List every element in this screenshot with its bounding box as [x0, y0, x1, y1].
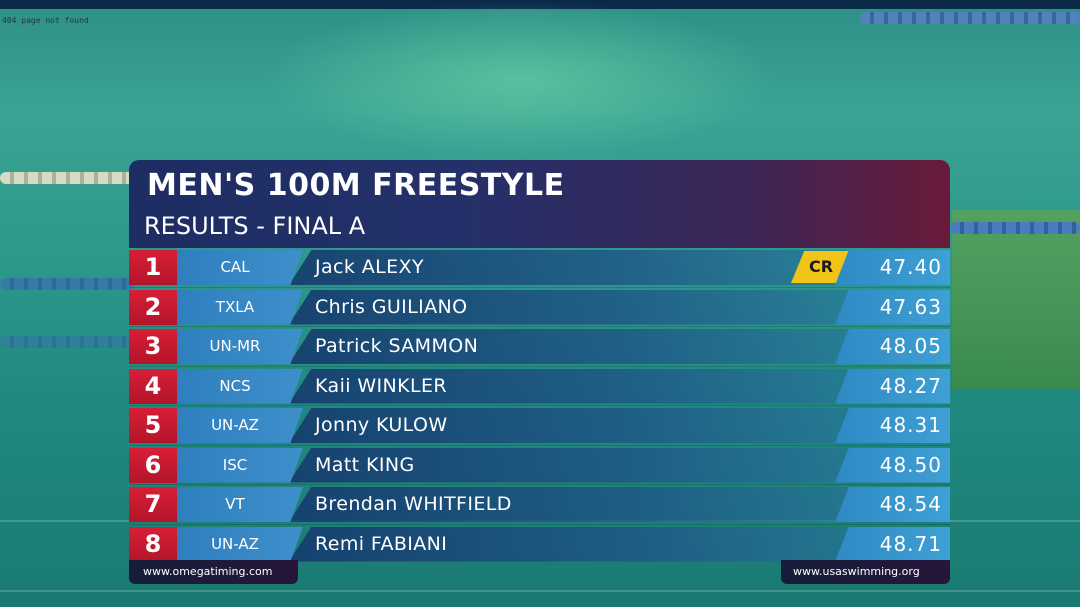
lane-rope	[0, 172, 135, 184]
team-code: ISC	[177, 447, 303, 483]
result-row: 2 TXLA Chris GUILIANO 47.63	[129, 286, 950, 327]
result-row: 1 CAL Jack ALEXY CR 47.40	[129, 248, 950, 287]
swimmer-name: Patrick SAMMON	[315, 335, 479, 357]
result-row: 6 ISC Matt KING 48.50	[129, 444, 950, 485]
board-header: MEN'S 100M FREESTYLE RESULTS - FINAL A	[129, 160, 950, 248]
swimmer-name: Jack ALEXY	[315, 256, 424, 278]
finish-time: 48.27	[835, 368, 950, 404]
swimmer-name: Remi FABIANI	[315, 532, 448, 555]
result-row: 3 UN-MR Patrick SAMMON 48.05	[129, 326, 950, 366]
event-title: MEN'S 100M FREESTYLE	[147, 168, 565, 203]
swimmer-name: Kaii WINKLER	[315, 374, 448, 397]
team-code: UN-AZ	[177, 526, 303, 562]
finish-time: 48.71	[835, 526, 950, 562]
team-code: UN-MR	[177, 329, 303, 364]
rank-badge: 4	[129, 368, 177, 404]
swimmer-name: Matt KING	[315, 453, 415, 476]
swimmer-name: Jonny KULOW	[315, 414, 448, 436]
finish-time: 48.54	[835, 487, 950, 522]
team-code: TXLA	[177, 289, 303, 325]
rank-badge: 2	[129, 289, 177, 325]
name-cell-bg	[289, 368, 849, 404]
lane-rope	[0, 278, 135, 290]
finish-time: 47.63	[835, 289, 950, 325]
swimmer-name: Brendan WHITFIELD	[315, 493, 512, 515]
name-cell-bg	[289, 329, 849, 364]
error-text: 404 page not found	[2, 16, 89, 25]
pool-wall-panel	[952, 210, 1080, 390]
lane-rope	[950, 222, 1080, 234]
result-row: 5 UN-AZ Jonny KULOW 48.31	[129, 405, 950, 445]
pool-floor-line	[0, 590, 1080, 592]
rank-badge: 1	[129, 250, 177, 285]
lane-rope	[860, 12, 1080, 24]
rank-badge: 5	[129, 408, 177, 443]
team-code: NCS	[177, 368, 303, 404]
result-row: 7 VT Brendan WHITFIELD 48.54	[129, 484, 950, 524]
event-subtitle: RESULTS - FINAL A	[144, 212, 366, 240]
rank-badge: 7	[129, 487, 177, 522]
results-list: 1 CAL Jack ALEXY CR 47.40 2 TXLA Chris GUILIANO…	[129, 248, 950, 563]
name-cell-bg	[289, 447, 849, 483]
name-cell-bg	[289, 526, 849, 562]
name-cell-bg	[289, 408, 849, 443]
finish-time: 48.50	[835, 447, 950, 483]
result-row: 8 UN-AZ Remi FABIANI 48.71	[129, 523, 950, 564]
water-surface	[260, 0, 780, 160]
finish-time: 47.40	[835, 250, 950, 285]
lane-rope	[0, 336, 135, 348]
finish-time: 48.05	[835, 329, 950, 364]
team-code: VT	[177, 487, 303, 522]
footer-usaswimming: www.usaswimming.org	[781, 560, 950, 584]
team-code: UN-AZ	[177, 408, 303, 443]
name-cell-bg	[289, 250, 849, 285]
name-cell-bg	[289, 487, 849, 522]
name-cell-bg	[289, 289, 849, 325]
footer-omega: www.omegatiming.com	[129, 560, 298, 584]
results-board: MEN'S 100M FREESTYLE RESULTS - FINAL A 1…	[129, 160, 950, 563]
rank-badge: 3	[129, 329, 177, 364]
finish-time: 48.31	[835, 408, 950, 443]
swimmer-name: Chris GUILIANO	[315, 295, 468, 318]
result-row: 4 NCS Kaii WINKLER 48.27	[129, 365, 950, 406]
team-code: CAL	[177, 250, 303, 285]
rank-badge: 6	[129, 447, 177, 483]
rank-badge: 8	[129, 526, 177, 562]
